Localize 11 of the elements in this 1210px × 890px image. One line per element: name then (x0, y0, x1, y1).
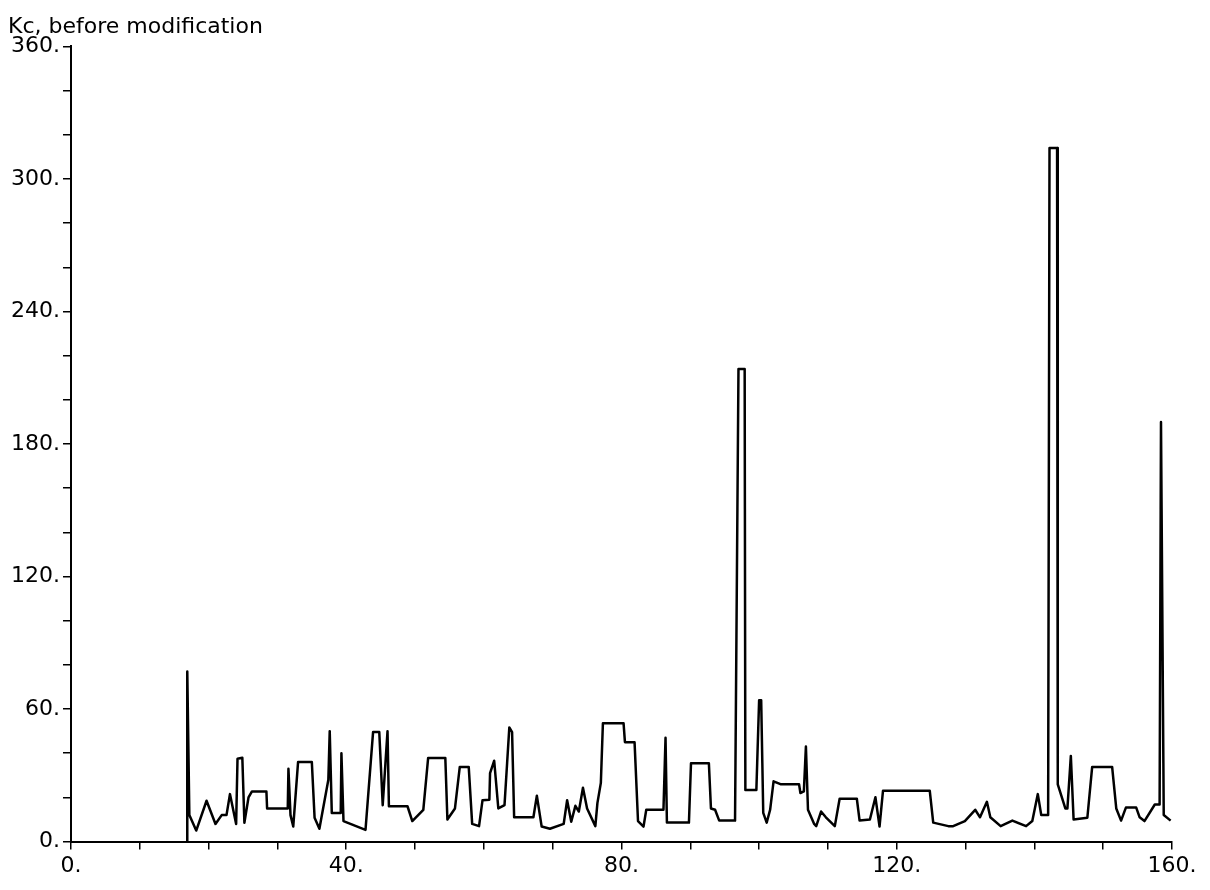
x-tick-label: 120. (872, 851, 922, 877)
y-tick-label: 60. (24, 694, 60, 720)
y-tick-label: 240. (11, 297, 60, 323)
y-tick-label: 0. (38, 827, 60, 853)
x-tick-label: 0. (60, 851, 82, 877)
x-tick-label: 80. (603, 851, 639, 877)
x-tick-label: 40. (328, 851, 364, 877)
y-tick-label: 300. (11, 164, 60, 190)
y-tick-label: 120. (11, 562, 60, 588)
x-tick-label: 160. (1147, 851, 1197, 877)
y-tick-label: 180. (11, 429, 60, 455)
